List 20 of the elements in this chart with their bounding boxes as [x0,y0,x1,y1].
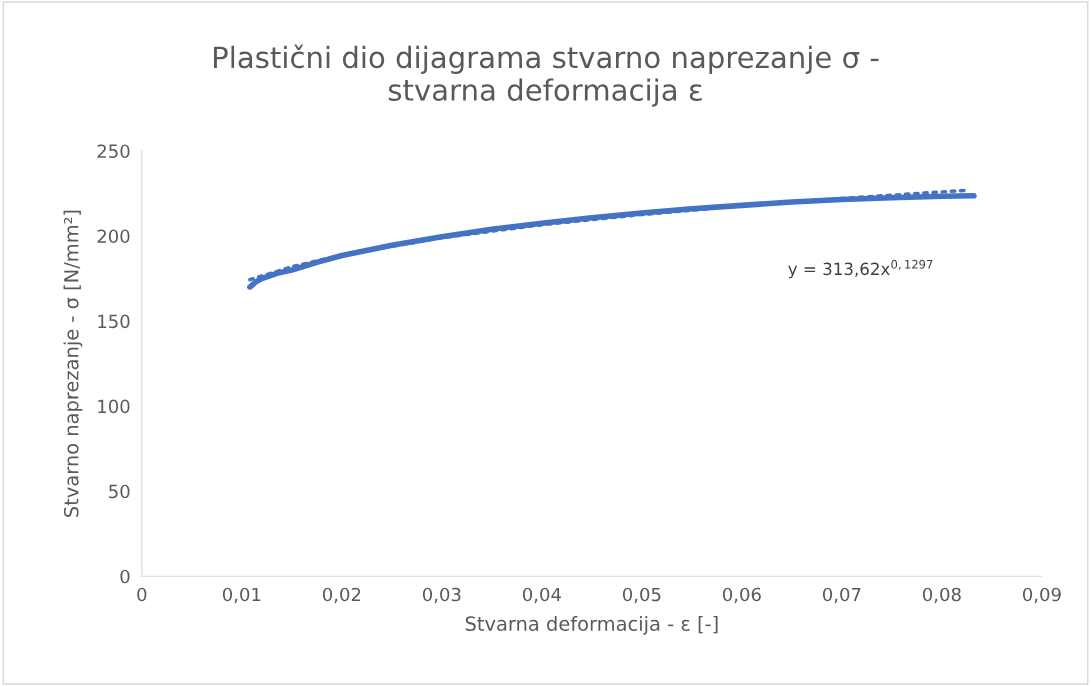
x-tick-label: 0,01 [222,587,261,604]
x-tick-label: 0,07 [822,587,861,604]
y-tick-label: 50 [109,484,130,499]
chart-title: Plastični dio dijagrama stvarno naprezanje σ - stvarna deformacija ε [214,44,879,107]
y-axis-title: Stvarno naprezanje - σ [N/mm²] [63,210,83,517]
x-axis-title: Stvarna deformacija - ε [-] [465,615,718,635]
x-tick-label: 0,09 [1022,587,1061,604]
y-tick-label: 250 [97,144,130,159]
y-tick-label: 150 [98,314,130,329]
x-tick-label: 0 [137,587,147,602]
annotation: y = 313,62x$^{0,1297}$ [788,259,933,279]
x-tick-label: 0,04 [522,587,561,604]
x-tick-label: 0,02 [322,587,361,604]
x-tick-label: 0,06 [722,587,761,604]
x-tick-label: 0,05 [622,587,661,604]
y-tick-label: 200 [97,229,130,244]
x-tick-label: 0,08 [922,587,961,604]
y-tick-label: 0 [120,569,130,584]
x-tick-label: 0,03 [422,587,461,604]
y-tick-label: 100 [98,399,130,414]
